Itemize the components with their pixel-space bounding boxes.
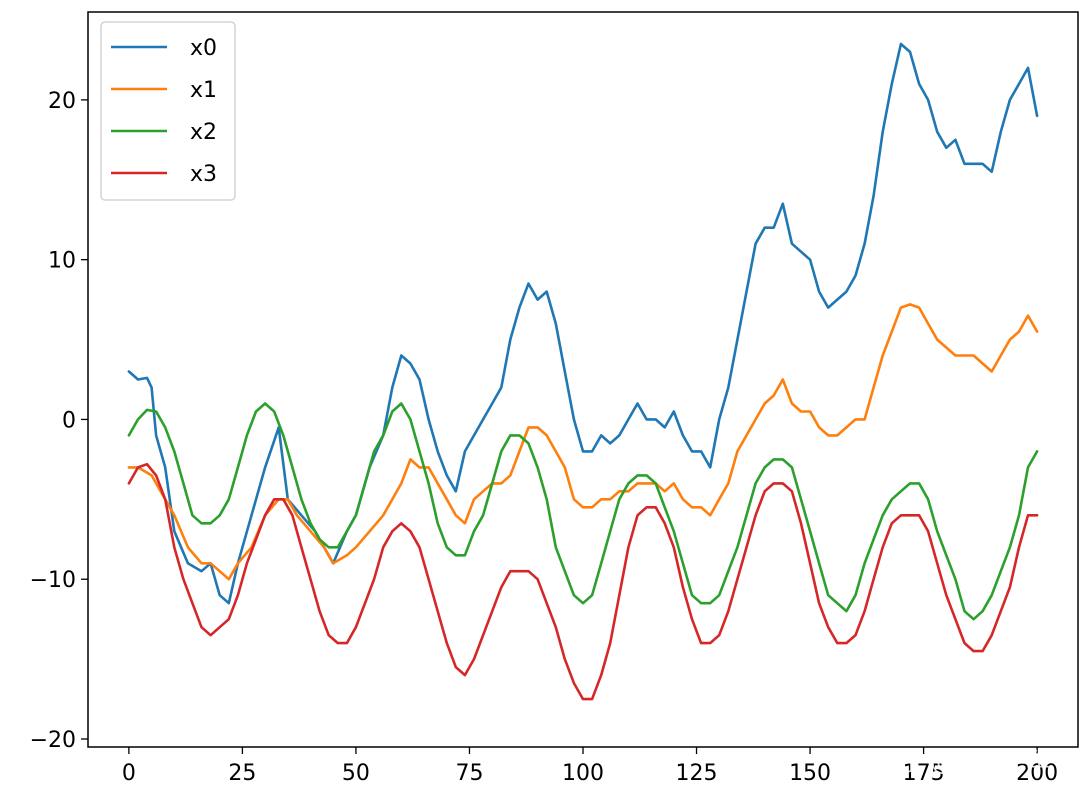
- x-tick-label: 75: [455, 761, 483, 786]
- series-line-x1: [127, 303, 1039, 581]
- ticks-layer: 0 25 50 75 100 125 150 175 200 −20 −10 0 10 20: [30, 89, 1059, 786]
- series-line-x3: [127, 462, 1039, 701]
- x-tick-label: 25: [228, 761, 256, 786]
- x-tick-label: 50: [342, 761, 370, 786]
- series-layer: [127, 42, 1039, 701]
- x-tick-label: 0: [122, 761, 136, 786]
- x-tick-label: 200: [1016, 761, 1058, 786]
- x-tick-label: 150: [789, 761, 831, 786]
- legend-box: [100, 21, 236, 201]
- y-tick-label: 0: [62, 408, 76, 433]
- legend-label-x0: x0: [190, 36, 217, 61]
- x-tick-label: 100: [562, 761, 604, 786]
- legend-label-x3: x3: [190, 162, 217, 187]
- watermark: 知乎 @AI蜗牛车: [875, 748, 1050, 776]
- y-tick-label: 20: [48, 89, 76, 114]
- y-tick-label: 10: [48, 249, 76, 274]
- legend-label-x2: x2: [190, 120, 217, 145]
- x-tick-label: 175: [903, 761, 945, 786]
- legend-label-x1: x1: [190, 78, 217, 103]
- y-tick-label: −20: [30, 728, 76, 753]
- series-line-x2: [127, 402, 1039, 621]
- x-tick-label: 125: [676, 761, 718, 786]
- y-tick-label: −10: [30, 568, 76, 593]
- legend: x0 x1 x2 x3: [100, 21, 236, 201]
